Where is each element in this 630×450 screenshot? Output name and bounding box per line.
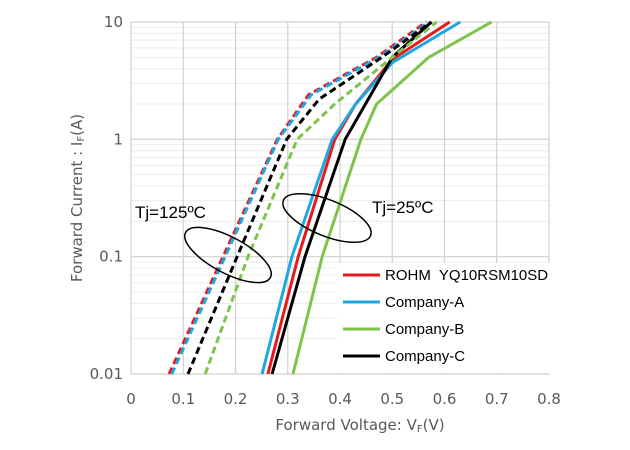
series-line-125c-company-a (170, 20, 430, 375)
legend: ROHM YQ10RSM10SD Company-A Company-B Compan… (337, 263, 595, 373)
y-tick-label: 10 (104, 13, 123, 31)
label-tj25: Tj=25ºC (372, 198, 433, 217)
x-axis-label: Forward Voltage: VF(V) (275, 416, 444, 435)
legend-label: ROHM YQ10RSM10SD (385, 267, 548, 284)
legend-label: Company-C (385, 348, 465, 365)
legend-label: Company-A (385, 294, 464, 311)
x-tick-label: 0.5 (380, 390, 404, 408)
y-tick-label: 0.01 (90, 365, 123, 383)
y-tick-label: 1 (113, 130, 123, 148)
x-tick-label: 0 (126, 390, 136, 408)
series-line-25c-company-b (291, 20, 493, 375)
series-line-25c-company-a (260, 20, 461, 375)
series-line-125c-company-b (203, 20, 438, 375)
tick-labels: 0.01 0.1 1 10 0 0.1 0.2 0.3 0.4 0.5 0.6 0.7 0.8 (90, 13, 561, 408)
x-tick-label: 0.4 (328, 390, 352, 408)
x-tick-label: 0.6 (433, 390, 457, 408)
series-line-125c-rohm (167, 20, 428, 375)
legend-label: Company-B (385, 321, 464, 338)
x-tick-label: 0.7 (485, 390, 509, 408)
series-lines (167, 20, 493, 375)
y-tick-label: 0.1 (99, 248, 123, 266)
series-line-125c-company-c (186, 20, 433, 375)
annotation-25: Tj=25ºC (282, 192, 433, 244)
y-axis-label: Forward Current : IF(A) (68, 114, 87, 282)
ellipse-25 (282, 192, 372, 244)
x-tick-label: 0.1 (171, 390, 195, 408)
x-tick-label: 0.8 (537, 390, 561, 408)
ellipse-125 (184, 226, 272, 284)
x-tick-label: 0.2 (224, 390, 248, 408)
label-tj125: Tj=125ºC (135, 203, 206, 222)
series-line-25c-company-c (270, 20, 433, 375)
annotation-125: Tj=125ºC (135, 203, 272, 284)
x-tick-label: 0.3 (276, 390, 300, 408)
